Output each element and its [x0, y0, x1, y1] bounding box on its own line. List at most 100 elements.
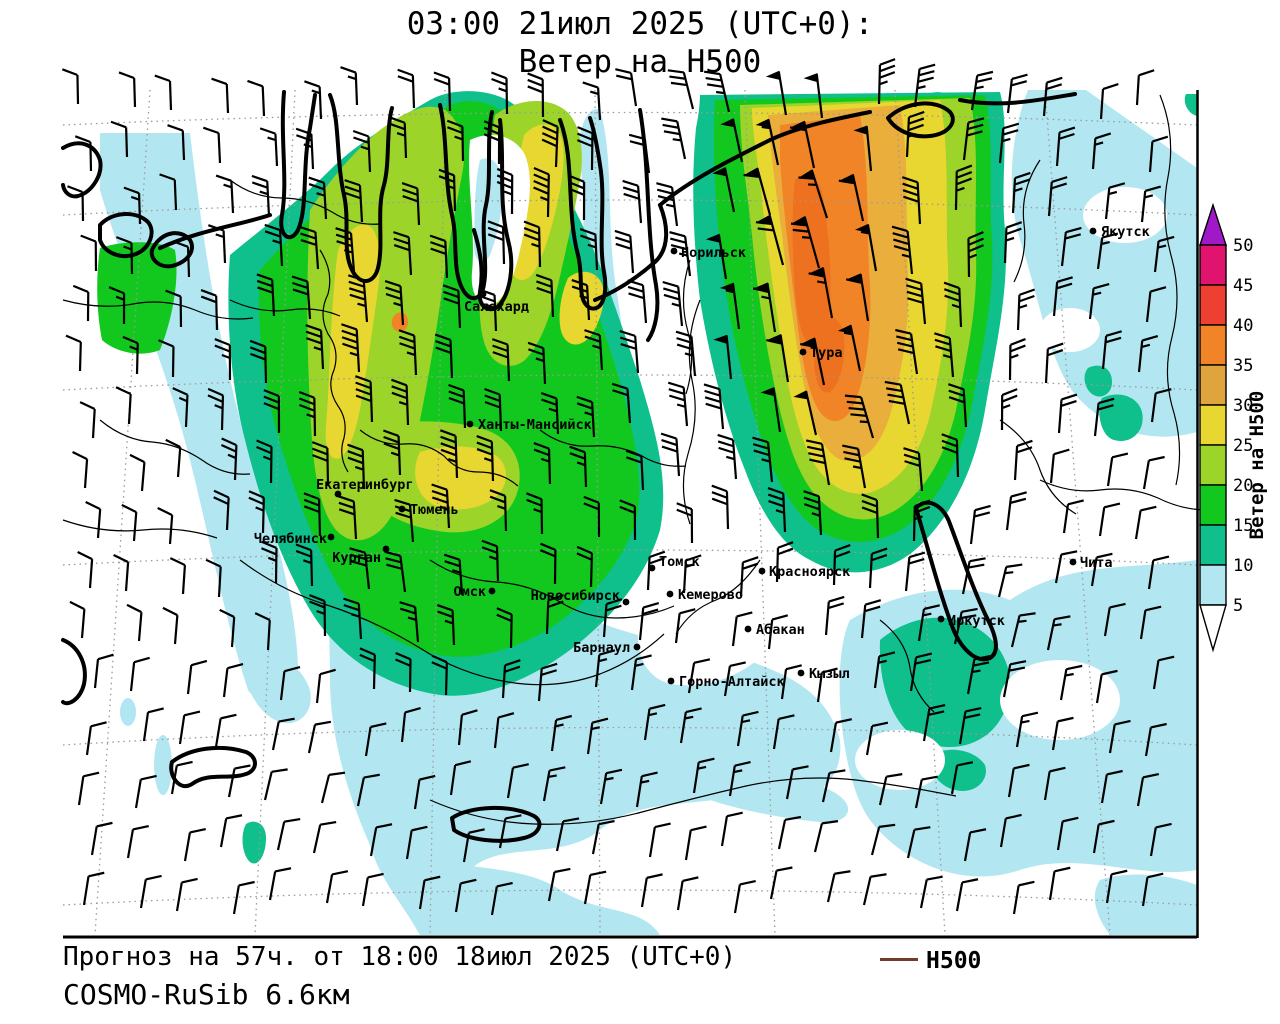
- wind-barb: [309, 719, 331, 756]
- wind-barb: [864, 871, 886, 908]
- wind-barb: [661, 433, 679, 477]
- city-marker: [1090, 228, 1097, 235]
- wind-barb: [180, 709, 200, 746]
- wind-barb: [111, 555, 129, 591]
- wind-barb: [585, 869, 606, 907]
- wind-barb: [650, 821, 671, 859]
- city-label: Горно-Алтайск: [679, 674, 785, 690]
- colorbar-segment: [1200, 565, 1226, 605]
- wind-barb: [1050, 865, 1070, 902]
- wind-barb: [136, 773, 157, 810]
- wind-barb: [141, 873, 162, 910]
- colorbar-segment: [1200, 485, 1226, 525]
- city-marker: [759, 568, 766, 575]
- wind-barb: [771, 865, 792, 902]
- wind-barb: [1100, 501, 1120, 538]
- wind-barb: [87, 720, 107, 757]
- wind-barb: [921, 874, 943, 911]
- wind-barb: [704, 383, 723, 430]
- wind-barb: [623, 180, 641, 224]
- city-label: Курган: [332, 550, 381, 566]
- wind-barb: [278, 816, 300, 853]
- city-marker: [634, 644, 641, 651]
- wind-barb: [1007, 491, 1027, 532]
- city-marker: [668, 678, 675, 685]
- wind-barb: [270, 866, 291, 903]
- wind-barb: [615, 230, 633, 274]
- wind-barb: [160, 608, 178, 644]
- wind-barb: [327, 869, 348, 906]
- colorbar: 5045403530252015105Ветер на H500: [1200, 205, 1268, 650]
- wind-barb: [322, 769, 345, 807]
- city-marker: [623, 599, 630, 606]
- wind-barb: [828, 868, 850, 905]
- city-label: Томск: [659, 554, 700, 570]
- city-marker: [798, 670, 805, 677]
- wind-barb: [203, 127, 220, 164]
- wind-barb: [957, 877, 978, 914]
- city-label: Омск: [453, 584, 486, 600]
- colorbar-segment: [1200, 245, 1226, 285]
- wind-barb: [668, 381, 687, 427]
- wind-barb: [1059, 393, 1077, 434]
- wind-barb: [1144, 454, 1165, 491]
- city-label: Тюмень: [410, 502, 459, 518]
- city-label: Красноярск: [769, 564, 850, 580]
- wind-barb: [70, 452, 87, 488]
- city-label: Екатеринбург: [316, 477, 414, 493]
- wind-barb: [1137, 69, 1154, 106]
- city-marker: [328, 534, 335, 541]
- wind-barb: [78, 402, 95, 438]
- city-label: Ханты-Мансийск: [478, 417, 592, 433]
- wind-barb: [712, 485, 728, 529]
- wind-barb: [84, 870, 104, 907]
- colorbar-arrow-up: [1200, 205, 1226, 245]
- wind-barb: [676, 330, 695, 377]
- wind-barb: [1018, 289, 1035, 331]
- weather-map-page: 03:00 21июл 2025 (UTC+0): Ветер на H500: [0, 0, 1280, 1024]
- colorbar-segment: [1200, 365, 1226, 405]
- wind-barb: [75, 136, 91, 171]
- city-marker: [667, 591, 674, 598]
- city-marker: [383, 546, 390, 553]
- wind-barb: [826, 596, 844, 637]
- city-label: Чита: [1080, 555, 1113, 571]
- wind-barb: [81, 235, 96, 271]
- wind-barb: [185, 827, 206, 864]
- colorbar-tick-label: 5: [1233, 596, 1243, 616]
- wind-barb: [718, 434, 736, 480]
- wind-barb: [314, 819, 336, 856]
- wind-barb: [1015, 440, 1032, 481]
- wind-barb: [229, 763, 250, 800]
- h500-legend-label: H500: [926, 948, 981, 974]
- wind-barb: [128, 824, 149, 861]
- colorbar-segment: [1200, 285, 1226, 325]
- city-marker: [399, 506, 406, 513]
- wind-barb: [155, 508, 173, 544]
- wind-barb: [83, 502, 101, 538]
- city-label: Тура: [810, 345, 843, 361]
- wind-barb: [221, 813, 242, 850]
- colorbar-tick-label: 10: [1233, 556, 1253, 576]
- city-label: Новосибирск: [531, 588, 620, 604]
- city-marker: [671, 248, 678, 255]
- wind-barb: [341, 67, 357, 106]
- wind-barb: [815, 818, 838, 856]
- city-label: Абакан: [756, 622, 805, 638]
- wind-barb: [363, 871, 384, 908]
- city-marker: [649, 565, 656, 572]
- wind-barb: [177, 876, 198, 913]
- city-marker: [1070, 559, 1077, 566]
- wind-barb: [155, 75, 171, 111]
- wind-barb: [628, 279, 646, 324]
- wind-barb: [1002, 389, 1017, 430]
- colorbar-segment: [1200, 405, 1226, 445]
- wind-barb: [62, 69, 78, 104]
- city-marker: [938, 616, 945, 623]
- wind-barb: [172, 759, 193, 796]
- city-marker: [489, 588, 496, 595]
- wind-barb: [119, 72, 135, 107]
- city-label: Иркутск: [948, 613, 1005, 629]
- forecast-caption: Прогноз на 57ч. от 18:00 18июл 2025 (UTC…: [63, 942, 736, 972]
- colorbar-title: Ветер на H500: [1246, 391, 1268, 540]
